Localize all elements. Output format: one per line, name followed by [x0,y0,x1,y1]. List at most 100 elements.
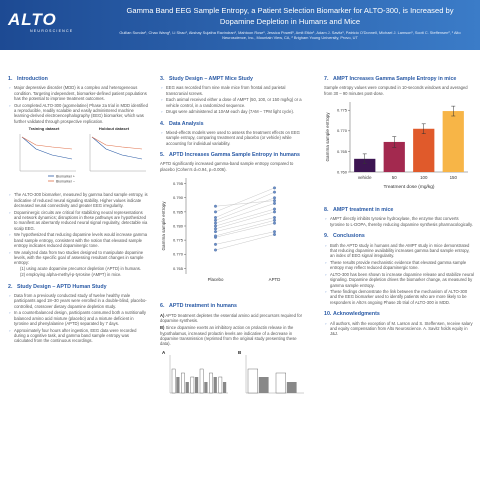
column: 1. Introduction Major depressive disorder … [8,76,148,350]
point [273,196,276,200]
point [273,210,276,214]
pair-line [215,197,275,221]
point [273,219,276,222]
section-heading: 8. AMPT treatment in mice [324,207,474,213]
y-tick-label: 0.795 [173,181,184,186]
point [273,202,276,206]
section: 5. APTD Increases Gamma Sample Entropy in… [160,152,308,297]
sub-list: (1) using acute dopamine precursor deple… [14,266,148,278]
bullet: Major depressive disorder (MDD) is a com… [9,85,148,101]
section-heading: 6. APTD treatment in humans [160,303,308,309]
pair-line [215,209,275,227]
decor-bar [194,376,199,393]
decor-bar [204,381,208,393]
decor-bar [286,381,297,393]
point [214,230,217,234]
y-tick-label: 0.765 [173,266,184,271]
figure: Training dataset Holdout dataset Biomarker… [19,126,146,184]
decor-bar [209,372,213,393]
point [273,230,276,234]
y-tick-label: 0.760 [337,169,348,174]
bullet: These findings demonstrate the link betw… [325,289,474,305]
section-number: 8. [324,207,329,214]
section-heading: 10. Acknowledgments [324,311,474,317]
section-title: Introduction [17,76,48,82]
pair-line [215,211,275,230]
section-heading: 7. AMPT Increases Gamma Sample Entropy in… [324,76,474,82]
point [273,221,276,225]
bullet: Drugs were administered at 10AM each day… [161,109,308,115]
section: 10.Acknowledgments All authors, with the … [324,311,474,336]
chart: Gamma sample entropy 0.760 0.765 0.770 0.775… [325,102,468,190]
pair-line [215,217,275,232]
section-number: 1. [8,76,13,82]
section-heading: 2. Study Design – APTD Human Study [8,284,148,290]
point [214,221,217,225]
point [273,186,276,190]
pair-line [215,223,275,238]
item-label: A) [160,312,165,318]
point [273,233,276,237]
y-tick-label: 0.780 [173,224,184,229]
point [214,234,217,238]
section-number: 4. [160,120,165,127]
section: 1. Introduction Major depressive disorder … [8,76,148,278]
pair-line [215,187,275,213]
point [214,216,217,220]
pair-line [215,203,275,224]
poster-title: Gamma Band EEG Sample Entropy, a Patient… [126,6,454,26]
bullet: Mixed-effects models were used to assess… [161,130,308,146]
point [214,219,217,222]
bullet: We analyzed data from two studies design… [9,250,148,278]
section-number: 9. [324,233,329,240]
item-text: Since dopamine exerts an inhibitory acti… [160,325,297,347]
section: 4. Data Analysis Mixed-effects models were… [160,121,308,146]
decor-bar [199,368,204,393]
section-title: Data Analysis [169,120,204,127]
point [273,216,276,220]
decor-bar [213,376,217,393]
bullet-list: Data from a previously conducted study o… [8,293,148,344]
x-tick-label: 100 [420,175,428,180]
legend-label: Biomarker + [56,175,75,179]
y-tick-label: 0.790 [173,195,184,200]
section-heading: 1. Introduction [8,76,148,82]
y-tick-label: 0.785 [173,209,184,214]
point [214,224,217,228]
x-axis-label: Treatment dose (mg/kg) [383,184,434,190]
curve [21,137,73,150]
point [214,248,217,252]
y-tick-label: 0.770 [173,252,184,257]
chart: Gamma sample entropy 0.765 0.770 0.775 0.780… [161,178,280,282]
section-number: 2. [8,283,13,290]
decor-bar [190,376,195,393]
bullet: Our completed ALTO-300 (agomelatine) Pha… [9,103,148,125]
decor-bar [222,381,227,393]
section-title: Study Design – AMPT Mice Study [169,76,253,82]
curve [91,137,143,150]
y-axis-label: Gamma sample entropy [161,201,166,251]
y-tick-label: 0.770 [337,128,348,133]
axis [19,134,76,172]
bullet: Data from a previously conducted study o… [9,293,148,309]
section-title: Conclusions [333,233,365,240]
x-tick-label: 50 [392,175,397,180]
legend-label: Biomarker − [56,180,75,184]
y-tick-label: 0.775 [173,238,184,243]
pair-line [215,220,275,237]
y-tick-label: 0.765 [337,149,348,154]
point [214,210,217,214]
logo-subtitle: NEUROSCIENCE [30,29,74,33]
decor-bar [258,376,269,393]
authors: Guillan Sundar¹, Chao Wang¹, Li Shao¹, A… [119,30,461,41]
section-number: 6. [160,303,165,310]
bullet: The ALTO-300 biomarker, measured by gamm… [9,192,148,208]
bullet: In a counterbalanced design, participant… [9,310,148,326]
x-tick-label: vehicle [358,175,372,180]
section: 6. APTD treatment in humans A) APTD treatm… [160,303,308,406]
section-title: APTD Increases Gamma Sample Entropy in h… [169,152,300,159]
section-heading: 4. Data Analysis [160,121,308,127]
bar [383,142,405,173]
section-number: 10. [324,311,332,318]
point [273,199,276,203]
